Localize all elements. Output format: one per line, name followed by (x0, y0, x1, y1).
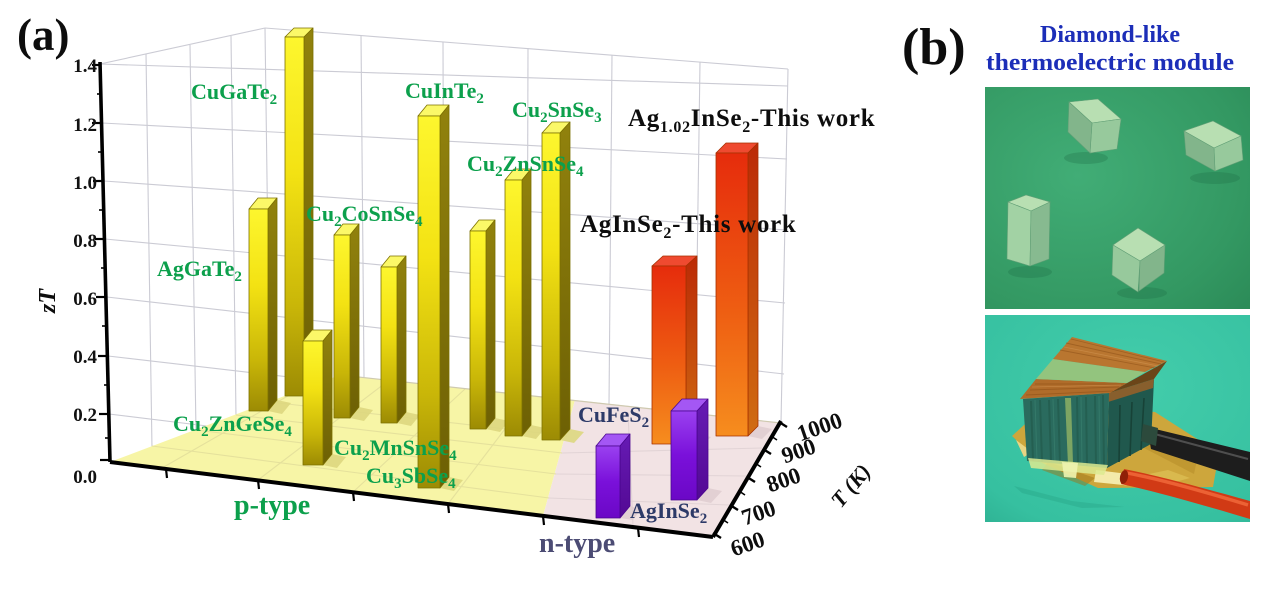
svg-text:AgInSe2-This work: AgInSe2-This work (580, 211, 796, 242)
svg-text:n-type: n-type (539, 528, 615, 559)
svg-text:0.0: 0.0 (73, 467, 97, 488)
svg-text:AgInSe2: AgInSe2 (630, 498, 707, 527)
svg-text:CuFeS2: CuFeS2 (578, 402, 649, 431)
svg-text:Cu3SbSe4: Cu3SbSe4 (366, 463, 456, 492)
svg-text:p-type: p-type (234, 490, 310, 521)
svg-text:(a): (a) (17, 10, 69, 60)
svg-text:0.2: 0.2 (73, 405, 97, 426)
svg-text:1.0: 1.0 (73, 173, 97, 194)
svg-text:Cu2ZnGeSe4: Cu2ZnGeSe4 (173, 411, 292, 440)
svg-text:thermoelectric module: thermoelectric module (986, 50, 1234, 76)
svg-text:Cu2CoSnSe4: Cu2CoSnSe4 (306, 201, 423, 230)
svg-text:zT: zT (35, 288, 61, 314)
svg-text:1.4: 1.4 (73, 56, 97, 77)
svg-text:0.8: 0.8 (73, 231, 97, 252)
svg-text:1.2: 1.2 (73, 115, 97, 136)
svg-text:0.4: 0.4 (73, 347, 97, 368)
svg-text:CuGaTe2: CuGaTe2 (191, 79, 277, 108)
svg-text:0.6: 0.6 (73, 289, 97, 310)
svg-text:AgGaTe2: AgGaTe2 (157, 256, 242, 285)
svg-text:Cu2MnSnSe4: Cu2MnSnSe4 (334, 435, 457, 464)
svg-text:CuInTe2: CuInTe2 (405, 78, 484, 107)
svg-text:Cu2ZnSnSe4: Cu2ZnSnSe4 (467, 151, 584, 180)
svg-text:Diamond-like: Diamond-like (1040, 22, 1180, 48)
svg-text:(b): (b) (902, 19, 966, 76)
svg-text:Cu2SnSe3: Cu2SnSe3 (512, 97, 602, 126)
